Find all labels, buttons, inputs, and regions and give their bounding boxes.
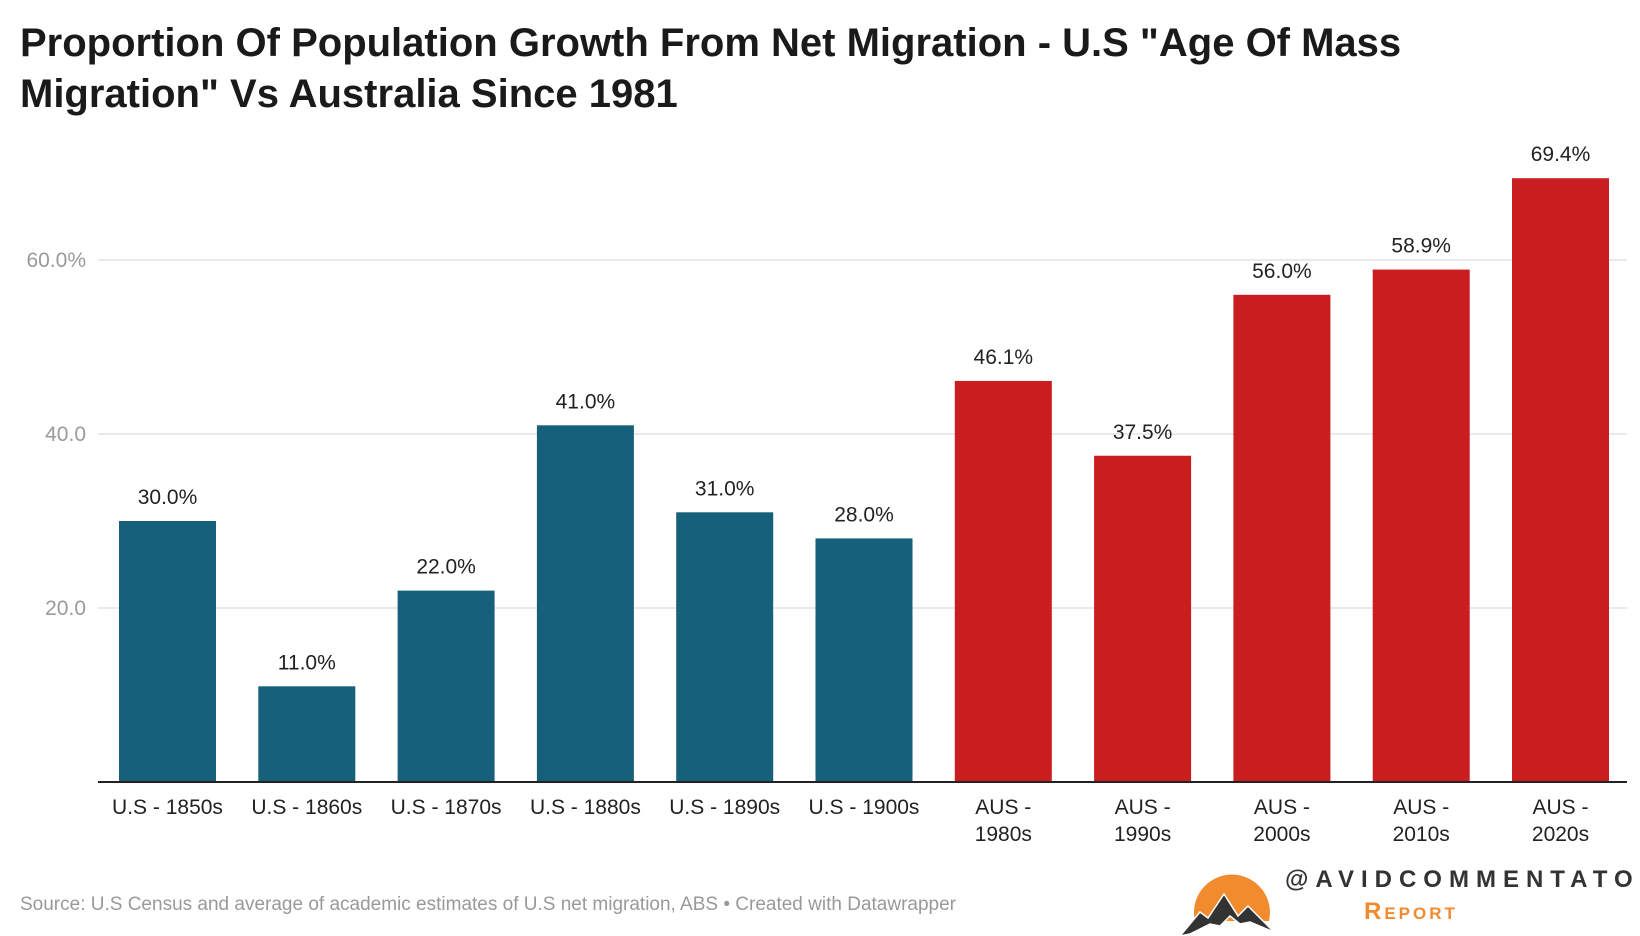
x-tick-label: U.S - 1870s — [391, 796, 502, 819]
x-tick-label: AUS -2010s — [1393, 796, 1450, 846]
bar — [536, 425, 634, 782]
logo-subtitle: Report — [1364, 898, 1458, 925]
data-label: 41.0% — [556, 390, 616, 413]
data-label: 31.0% — [695, 477, 755, 500]
y-tick-label: 60.0% — [26, 249, 86, 272]
data-label: 11.0% — [278, 651, 336, 674]
chart-title: Proportion Of Population Growth From Net… — [20, 21, 1402, 116]
bar — [1512, 178, 1609, 783]
x-tick-label: AUS -2020s — [1532, 796, 1589, 846]
bar — [954, 380, 1052, 782]
data-label: 56.0% — [1252, 260, 1312, 283]
data-label: 22.0% — [416, 556, 476, 579]
bar — [1233, 294, 1331, 782]
bar — [815, 538, 913, 782]
x-tick-label: AUS -1990s — [1114, 796, 1171, 846]
x-tick-label: U.S - 1900s — [809, 796, 920, 819]
mountain-sun-logo-icon — [1180, 874, 1275, 936]
bar — [397, 590, 495, 782]
bar-chart: 20.0 40.0 60.0% 30.0% U.S - 1850s 11.0% U.S - … — [26, 143, 1627, 846]
brand-logo: @AVIDCOMMENTATOR Report — [1180, 866, 1640, 936]
logo-handle: @AVIDCOMMENTATOR — [1285, 866, 1640, 893]
data-label: 28.0% — [834, 503, 894, 526]
data-label: 37.5% — [1113, 421, 1173, 444]
x-tick-label: U.S - 1890s — [669, 796, 780, 819]
data-label: 46.1% — [974, 346, 1034, 369]
x-tick-label: AUS -2000s — [1253, 796, 1310, 846]
x-tick-label: U.S - 1860s — [251, 796, 362, 819]
source-note: Source: U.S Census and average of academ… — [20, 894, 957, 915]
y-tick-label: 20.0 — [45, 597, 86, 620]
bar — [258, 686, 356, 782]
data-label: 58.9% — [1391, 235, 1451, 258]
bar — [676, 512, 774, 782]
bar — [1094, 455, 1192, 782]
bar — [119, 521, 216, 782]
x-tick-label: AUS -1980s — [975, 796, 1032, 846]
x-tick-label: U.S - 1850s — [112, 796, 223, 819]
data-label: 69.4% — [1531, 143, 1591, 166]
data-label: 30.0% — [138, 486, 198, 509]
y-tick-label: 40.0 — [45, 423, 86, 446]
bar — [1372, 269, 1470, 782]
x-tick-label: U.S - 1880s — [530, 796, 641, 819]
